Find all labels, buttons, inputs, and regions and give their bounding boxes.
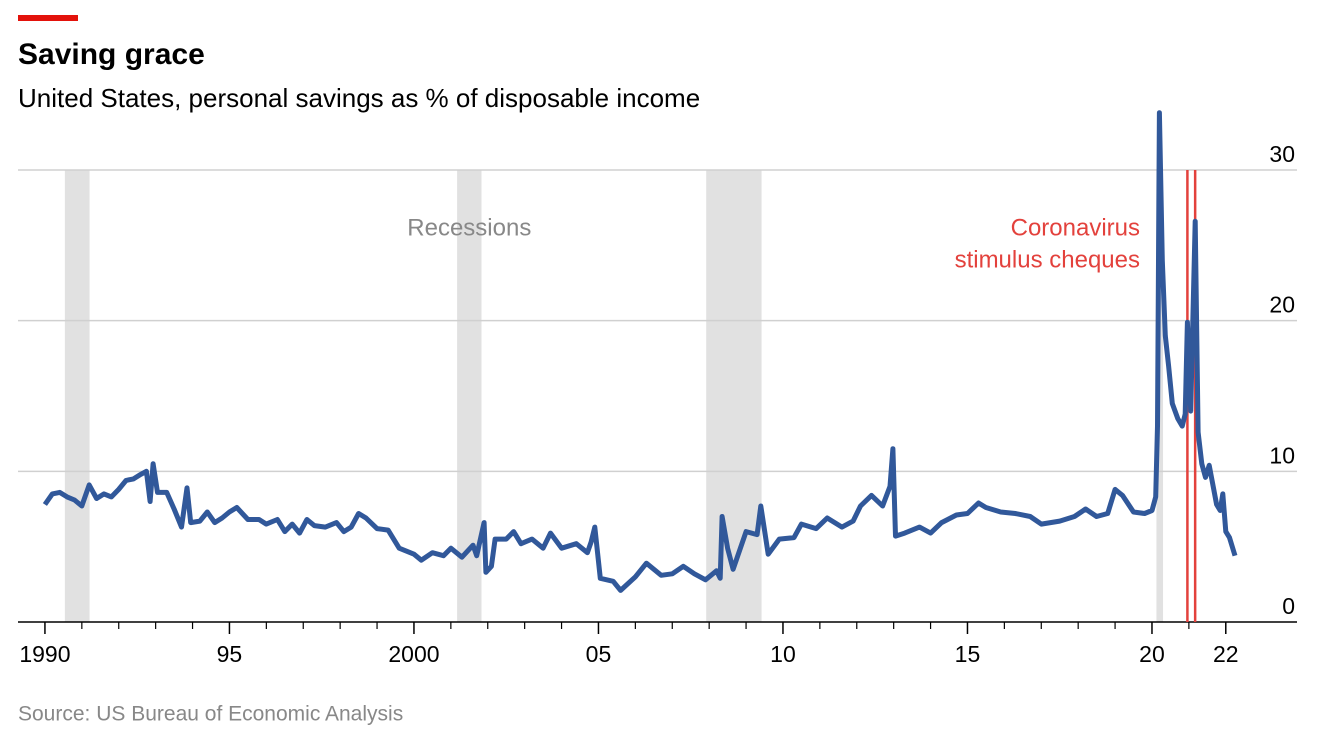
chart-subtitle: United States, personal savings as % of … [18,83,700,113]
x-tick-label: 10 [770,641,796,667]
x-tick-label: 20 [1139,641,1165,667]
recession-band [64,170,90,622]
stimulus-label: stimulus cheques [955,246,1140,273]
y-tick-label: 0 [1282,593,1295,619]
source: Source: US Bureau of Economic Analysis [18,703,403,726]
stimulus-label: Coronavirus [1011,214,1140,241]
brand-bar [18,15,78,21]
x-tick-label: 95 [217,641,243,667]
recession-band [706,170,762,622]
foreground-layer: 0 10 20 30 Coronavirus stimulus cheques 1990 95… [19,110,1295,667]
data-line [42,110,1238,593]
chart-title: Saving grace [18,38,205,71]
x-tick-label: 22 [1213,641,1239,667]
y-tick-label: 30 [1269,141,1295,167]
x-tick-label: 15 [955,641,981,667]
y-tick-label: 10 [1269,442,1295,468]
x-tick-label: 1990 [19,641,70,667]
y-tick-label: 20 [1269,292,1295,318]
x-tick-label: 05 [586,641,612,667]
x-tick-label: 2000 [388,641,439,667]
recession-label: Recessions [407,214,531,241]
